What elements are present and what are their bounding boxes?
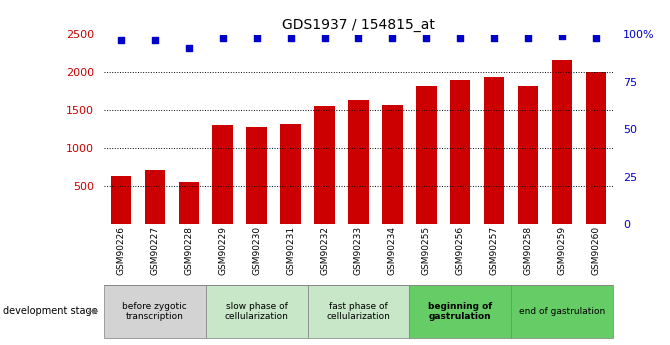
Point: [149, 37, 160, 43]
Text: before zygotic
transcription: before zygotic transcription: [123, 302, 187, 321]
Bar: [314, 106, 335, 224]
Point: [523, 36, 533, 41]
Bar: [280, 125, 301, 224]
Bar: [552, 60, 572, 224]
Point: [557, 34, 567, 39]
Point: [217, 36, 228, 41]
Title: GDS1937 / 154815_at: GDS1937 / 154815_at: [282, 18, 435, 32]
Point: [184, 45, 194, 51]
Bar: [518, 87, 539, 224]
Bar: [348, 100, 369, 224]
Text: slow phase of
cellularization: slow phase of cellularization: [224, 302, 289, 321]
Bar: [416, 86, 437, 224]
Point: [421, 36, 431, 41]
Point: [319, 36, 330, 41]
Point: [115, 37, 126, 43]
Text: beginning of
gastrulation: beginning of gastrulation: [428, 302, 492, 321]
Bar: [484, 77, 505, 224]
Text: end of gastrulation: end of gastrulation: [519, 307, 605, 316]
Text: development stage: development stage: [3, 306, 98, 316]
Point: [285, 36, 296, 41]
Point: [489, 36, 500, 41]
Point: [591, 36, 602, 41]
Point: [387, 36, 398, 41]
Point: [455, 36, 466, 41]
Bar: [212, 125, 233, 224]
Point: [251, 36, 262, 41]
Bar: [178, 182, 199, 224]
Bar: [111, 176, 131, 224]
Bar: [586, 72, 606, 224]
Text: fast phase of
cellularization: fast phase of cellularization: [326, 302, 391, 321]
Bar: [382, 105, 403, 224]
Point: [353, 36, 364, 41]
Bar: [450, 80, 470, 224]
Bar: [247, 127, 267, 224]
Bar: [145, 170, 165, 224]
